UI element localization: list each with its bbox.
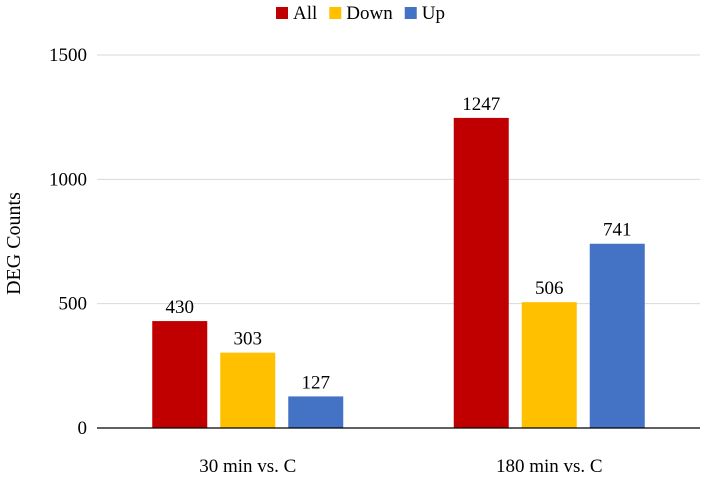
legend-label: All	[293, 3, 317, 24]
y-tick-label: 1500	[49, 45, 87, 66]
data-label: 506	[535, 278, 564, 299]
bar-all-0	[152, 321, 208, 428]
data-labels: 430 303 127 1247 506 741	[166, 94, 632, 394]
data-label: 430	[166, 297, 195, 318]
y-tick-label: 0	[78, 418, 88, 439]
legend-swatch	[276, 7, 288, 19]
bar-all-1	[453, 117, 509, 429]
x-axis-categories: 30 min vs. C 180 min vs. C	[199, 456, 602, 477]
data-label: 303	[234, 329, 263, 350]
x-category-label: 30 min vs. C	[199, 456, 296, 477]
data-label: 1247	[462, 94, 500, 115]
legend-label: Up	[422, 3, 445, 24]
y-tick-label: 500	[59, 294, 88, 315]
bar-down-1	[521, 302, 577, 428]
legend-swatch	[404, 7, 417, 19]
data-label: 741	[603, 220, 632, 241]
data-label: 127	[302, 372, 331, 393]
legend: All Down Up	[276, 3, 445, 24]
y-tick-label: 1000	[49, 169, 87, 190]
bar-down-0	[220, 352, 276, 428]
y-axis-ticks: 0 500 1000 1500	[49, 45, 87, 439]
legend-swatch	[329, 7, 342, 19]
x-category-label: 180 min vs. C	[496, 456, 603, 477]
bar-up-0	[288, 396, 344, 428]
y-axis-title: DEG Counts	[3, 192, 25, 295]
bars	[152, 117, 645, 429]
bar-up-1	[589, 243, 645, 428]
legend-label: Down	[346, 3, 393, 24]
